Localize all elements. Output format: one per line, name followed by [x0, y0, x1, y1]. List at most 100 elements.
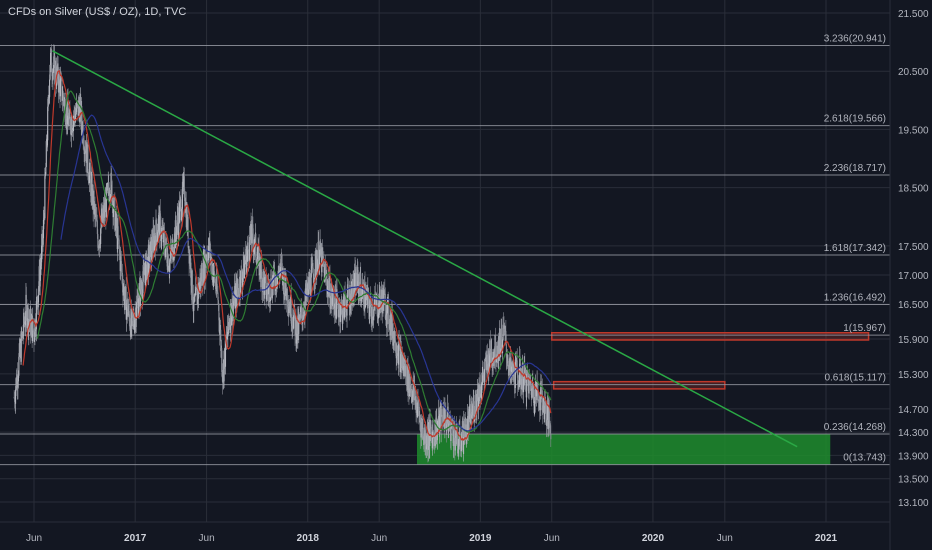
candle-body — [219, 330, 221, 334]
candle-body — [543, 401, 545, 420]
candle-body — [469, 404, 471, 424]
candle-body — [534, 403, 536, 405]
candle-body — [35, 301, 37, 330]
moving-average-line — [60, 114, 552, 432]
candle-body — [365, 293, 367, 295]
candle-body — [388, 324, 390, 329]
candle-body — [409, 376, 411, 389]
candle-body — [521, 378, 523, 390]
candle-body — [324, 265, 326, 268]
candle-body — [537, 381, 539, 390]
candle-body — [243, 264, 245, 279]
candle-body — [227, 315, 229, 327]
time-axis-tick-label: Jun — [371, 533, 387, 544]
candle-body — [75, 114, 77, 122]
candle-body — [129, 326, 131, 328]
price-axis-tick-label: 21.500 — [898, 9, 929, 20]
chart-title: CFDs on Silver (US$ / OZ), 1D, TVC — [8, 6, 187, 18]
candle-body — [331, 288, 333, 305]
candle-body — [346, 284, 349, 300]
candle-body — [121, 270, 123, 273]
resistance-zone — [551, 332, 870, 341]
candle-body — [217, 300, 219, 305]
price-axis-tick-label: 19.500 — [898, 125, 929, 136]
candle-body — [50, 49, 53, 72]
candle-body — [42, 238, 44, 247]
candle-body — [505, 330, 507, 345]
candle-body — [341, 304, 343, 324]
candle-body — [140, 280, 142, 291]
candle-body — [43, 217, 45, 220]
price-axis-tick-label: 14.700 — [898, 405, 929, 416]
candle-body — [216, 274, 218, 291]
candle-body — [225, 336, 227, 343]
candle-body — [163, 227, 165, 243]
candle-body — [493, 357, 495, 359]
candle-body — [340, 302, 342, 315]
fib-level-label: 1.236(16.492) — [824, 293, 886, 304]
candle-body — [184, 197, 186, 207]
candle-body — [298, 317, 300, 334]
candle-body — [114, 197, 116, 231]
candle-body — [94, 209, 97, 218]
candle-body — [406, 366, 408, 386]
candle-body — [42, 219, 45, 239]
candle-body — [250, 224, 252, 241]
candle-body — [190, 262, 192, 286]
candle-body — [486, 354, 488, 361]
candle-body — [533, 404, 535, 406]
candle-body — [136, 300, 138, 303]
candle-body — [453, 425, 455, 446]
candle-body — [446, 420, 448, 425]
candle-body — [450, 427, 452, 441]
candle-body — [24, 320, 27, 326]
candle-body — [65, 123, 67, 125]
candle-body — [242, 271, 244, 279]
candle-body — [267, 285, 270, 295]
candle-body — [456, 427, 458, 442]
candle-body — [114, 218, 116, 231]
candle-body — [143, 265, 145, 268]
candle-body — [75, 112, 77, 115]
candle-body — [301, 307, 303, 316]
candle-body — [347, 287, 349, 297]
fib-level-label: 3.236(20.941) — [824, 34, 886, 45]
candle-body — [546, 406, 549, 420]
candle-body — [284, 274, 286, 300]
candle-body — [122, 289, 124, 296]
candle-body — [273, 264, 275, 273]
candle-body — [73, 117, 75, 120]
candle-body — [403, 366, 405, 371]
candle-body — [544, 412, 546, 420]
candle-body — [131, 311, 133, 327]
candle-body — [165, 238, 167, 249]
candle-body — [149, 257, 151, 265]
candle-body — [395, 350, 397, 353]
candle-body — [508, 364, 510, 376]
candle-body — [369, 306, 371, 317]
candle-body — [440, 405, 442, 431]
candle-body — [461, 434, 463, 441]
candle-body — [370, 296, 372, 305]
candle-body — [426, 443, 428, 447]
candle-body — [97, 234, 99, 248]
resistance-zone-fill — [551, 332, 869, 340]
candle-body — [459, 446, 462, 449]
candle-body — [217, 292, 219, 301]
candle-body — [169, 258, 171, 263]
candle-body — [269, 297, 271, 302]
price-axis-tick-label: 17.500 — [898, 242, 929, 253]
candle-body — [121, 272, 123, 286]
candle-body — [379, 286, 381, 301]
candle-body — [236, 280, 238, 290]
candle-body — [375, 297, 377, 306]
candle-body — [141, 289, 143, 297]
candle-body — [550, 433, 552, 440]
candle-body — [431, 432, 433, 434]
candle-body — [45, 166, 47, 175]
candle-body — [266, 286, 268, 296]
candle-body — [368, 294, 370, 309]
candle-body — [478, 384, 480, 397]
candle-body — [284, 293, 286, 300]
